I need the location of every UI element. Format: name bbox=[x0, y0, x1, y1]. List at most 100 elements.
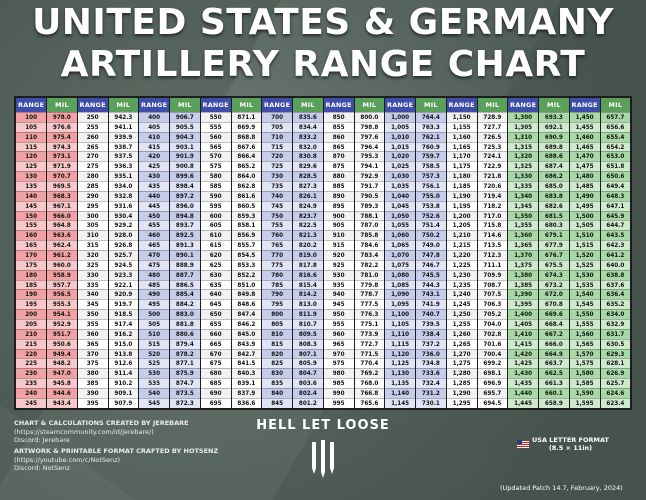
range-cell: 990 bbox=[323, 388, 354, 398]
mil-cell: 817.8 bbox=[293, 259, 323, 270]
range-cell: 940 bbox=[323, 289, 354, 300]
range-cell: 565 bbox=[200, 141, 231, 152]
range-column-4: RANGE 550 555 560 565 570 575 580 585 590 595 600 60… bbox=[200, 98, 231, 408]
mil-cell: 837.9 bbox=[231, 388, 261, 398]
mil-cell: 800.0 bbox=[354, 112, 384, 122]
range-cell: 1,385 bbox=[508, 279, 539, 290]
mil-cell: 839.1 bbox=[231, 378, 261, 389]
range-cell: 1,210 bbox=[446, 230, 477, 241]
mil-cell: 696.9 bbox=[477, 378, 507, 389]
mil-cell: 956.5 bbox=[47, 289, 77, 300]
mil-cell: 726.5 bbox=[477, 131, 507, 142]
mil-cell: 794.1 bbox=[354, 161, 384, 172]
mil-cell: 814.2 bbox=[293, 289, 323, 300]
range-header: RANGE bbox=[446, 98, 477, 112]
mil-cell: 688.6 bbox=[539, 151, 569, 162]
range-cell: 435 bbox=[139, 181, 170, 191]
range-column-6: RANGE 850 855 860 865 870 875 880 885 890 895 900 90… bbox=[323, 98, 354, 408]
range-cell: 1,500 bbox=[569, 210, 600, 221]
range-cell: 1,395 bbox=[508, 299, 539, 310]
range-cell: 1,435 bbox=[508, 378, 539, 389]
range-header: RANGE bbox=[385, 98, 416, 112]
range-cell: 905 bbox=[323, 220, 354, 231]
range-cell: 465 bbox=[139, 240, 170, 251]
range-cell: 1,370 bbox=[508, 250, 539, 260]
mil-cell: 915.0 bbox=[108, 338, 138, 349]
range-cell: 875 bbox=[323, 161, 354, 172]
range-cell: 1,315 bbox=[508, 141, 539, 152]
mil-cell: 930.4 bbox=[108, 210, 138, 221]
mil-cell: 702.8 bbox=[477, 328, 507, 339]
mil-cell: 634.0 bbox=[600, 309, 630, 320]
mil-cell: 971.9 bbox=[47, 161, 77, 172]
range-cell: 1,330 bbox=[508, 171, 539, 182]
mil-cell: 699.2 bbox=[477, 358, 507, 369]
range-cell: 865 bbox=[323, 141, 354, 152]
mil-cell: 967.1 bbox=[47, 200, 77, 211]
mil-cell: 790.5 bbox=[354, 190, 384, 201]
mil-cell: 640.0 bbox=[600, 259, 630, 270]
range-cell: 1,245 bbox=[446, 299, 477, 310]
range-cell: 965 bbox=[323, 338, 354, 349]
range-cell: 485 bbox=[139, 279, 170, 290]
credit-art-discord: Discord: NotSenz bbox=[14, 464, 70, 472]
mil-cell: 970.7 bbox=[47, 171, 77, 182]
mil-cell: 745.5 bbox=[416, 269, 446, 280]
mil-cell: 668.4 bbox=[539, 319, 569, 329]
range-cell: 1,070 bbox=[385, 250, 416, 260]
mil-header: MIL bbox=[354, 98, 384, 112]
range-cell: 735 bbox=[262, 181, 293, 191]
range-cell: 285 bbox=[77, 181, 108, 191]
range-cell: 950 bbox=[323, 309, 354, 320]
range-cell: 590 bbox=[200, 190, 231, 201]
mil-cell: 907.9 bbox=[108, 397, 138, 408]
range-cell: 140 bbox=[16, 190, 47, 201]
mil-cell: 713.5 bbox=[477, 240, 507, 251]
mil-cell: 759.7 bbox=[416, 151, 446, 162]
range-cell: 1,355 bbox=[508, 220, 539, 231]
range-cell: 390 bbox=[77, 388, 108, 398]
range-cell: 1,155 bbox=[446, 121, 477, 132]
mil-cell: 718.2 bbox=[477, 200, 507, 211]
range-column-2: RANGE 250 255 260 265 270 275 280 285 290 295 300 30… bbox=[77, 98, 108, 408]
mil-cell: 757.3 bbox=[416, 171, 446, 182]
range-cell: 535 bbox=[139, 378, 170, 389]
mil-header: MIL bbox=[108, 98, 138, 112]
range-cell: 1,230 bbox=[446, 269, 477, 280]
range-cell: 710 bbox=[262, 131, 293, 142]
range-cell: 1,050 bbox=[385, 210, 416, 221]
mil-cell: 944.6 bbox=[47, 388, 77, 398]
range-cell: 1,365 bbox=[508, 240, 539, 251]
range-cell: 365 bbox=[77, 338, 108, 349]
mil-cell: 949.4 bbox=[47, 348, 77, 359]
credit-art-url: (https://youtube.com/c/NotSenz) bbox=[14, 455, 121, 464]
range-cell: 330 bbox=[77, 269, 108, 280]
range-cell: 1,175 bbox=[446, 161, 477, 172]
mil-cell: 855.7 bbox=[231, 240, 261, 251]
mil-cell: 912.6 bbox=[108, 358, 138, 369]
range-cell: 545 bbox=[139, 397, 170, 408]
range-cell: 100 bbox=[16, 112, 47, 122]
usa-format-size: (8.5 × 11in) bbox=[548, 444, 593, 452]
range-cell: 325 bbox=[77, 259, 108, 270]
mil-cell: 893.7 bbox=[170, 220, 200, 231]
mil-cell: 673.2 bbox=[539, 279, 569, 290]
usa-format-label: USA LETTER FORMAT bbox=[532, 436, 609, 444]
range-cell: 945 bbox=[323, 299, 354, 310]
range-cell: 680 bbox=[200, 368, 231, 379]
range-cell: 1,430 bbox=[508, 368, 539, 379]
range-cell: 630 bbox=[200, 269, 231, 280]
mil-cell: 976.6 bbox=[47, 121, 77, 132]
mil-cell: 630.5 bbox=[600, 338, 630, 349]
range-cell: 1,220 bbox=[446, 250, 477, 260]
range-cell: 1,000 bbox=[385, 112, 416, 122]
range-cell: 1,580 bbox=[569, 368, 600, 379]
range-cell: 1,455 bbox=[569, 121, 600, 132]
mil-cell: 877.1 bbox=[170, 358, 200, 369]
range-cell: 860 bbox=[323, 131, 354, 142]
range-cell: 830 bbox=[262, 368, 293, 379]
mil-header: MIL bbox=[231, 98, 261, 112]
range-cell: 370 bbox=[77, 348, 108, 359]
mil-cell: 866.4 bbox=[231, 151, 261, 162]
mil-cell: 689.8 bbox=[539, 141, 569, 152]
